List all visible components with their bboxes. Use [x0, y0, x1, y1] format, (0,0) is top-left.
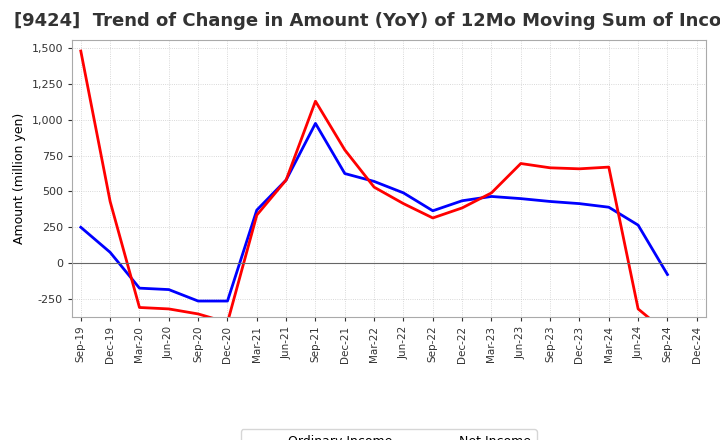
- Net Income: [546, 165, 554, 170]
- Ordinary Income: [399, 190, 408, 195]
- Ordinary Income: [516, 196, 525, 201]
- Ordinary Income: [76, 225, 85, 230]
- Net Income: [399, 201, 408, 206]
- Net Income: [223, 320, 232, 325]
- Ordinary Income: [253, 207, 261, 213]
- Net Income: [634, 306, 642, 312]
- Ordinary Income: [487, 194, 496, 199]
- Ordinary Income: [370, 179, 379, 184]
- Net Income: [76, 48, 85, 54]
- Net Income: [341, 147, 349, 153]
- Net Income: [282, 177, 290, 183]
- Ordinary Income: [164, 287, 173, 292]
- Net Income: [370, 184, 379, 190]
- Ordinary Income: [282, 177, 290, 183]
- Net Income: [194, 311, 202, 316]
- Net Income: [458, 205, 467, 211]
- Net Income: [516, 161, 525, 166]
- Net Income: [575, 166, 584, 172]
- Ordinary Income: [634, 223, 642, 228]
- Ordinary Income: [106, 249, 114, 255]
- Net Income: [253, 213, 261, 218]
- Ordinary Income: [341, 171, 349, 176]
- Net Income: [311, 99, 320, 104]
- Ordinary Income: [575, 201, 584, 206]
- Line: Ordinary Income: Ordinary Income: [81, 123, 667, 301]
- Ordinary Income: [663, 272, 672, 277]
- Title: [9424]  Trend of Change in Amount (YoY) of 12Mo Moving Sum of Incomes: [9424] Trend of Change in Amount (YoY) o…: [14, 12, 720, 30]
- Net Income: [428, 215, 437, 220]
- Legend: Ordinary Income, Net Income: Ordinary Income, Net Income: [240, 429, 537, 440]
- Ordinary Income: [428, 208, 437, 213]
- Y-axis label: Amount (million yen): Amount (million yen): [13, 113, 26, 244]
- Net Income: [106, 199, 114, 204]
- Ordinary Income: [605, 205, 613, 210]
- Ordinary Income: [135, 286, 144, 291]
- Ordinary Income: [194, 298, 202, 304]
- Net Income: [135, 305, 144, 310]
- Ordinary Income: [458, 198, 467, 203]
- Line: Net Income: Net Income: [81, 51, 667, 333]
- Net Income: [487, 190, 496, 195]
- Net Income: [663, 330, 672, 336]
- Ordinary Income: [223, 298, 232, 304]
- Ordinary Income: [546, 199, 554, 204]
- Net Income: [164, 306, 173, 312]
- Net Income: [605, 165, 613, 170]
- Ordinary Income: [311, 121, 320, 126]
